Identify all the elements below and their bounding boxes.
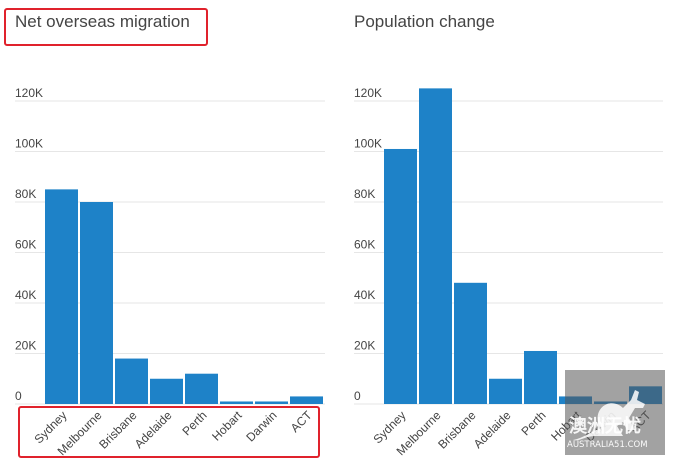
bar-adelaide: [150, 378, 183, 404]
category-label: Perth: [518, 408, 548, 438]
chart-title-right: Population change: [354, 12, 495, 31]
bar-act: [290, 396, 323, 404]
bar-brisbane: [115, 358, 148, 404]
y-tick-label: 100K: [354, 137, 382, 151]
y-tick-label: 60K: [354, 238, 375, 252]
y-tick-label: 40K: [15, 288, 36, 302]
bar-brisbane: [454, 282, 487, 404]
kangaroo-watermark-icon: [565, 370, 665, 455]
y-tick-label: 0: [15, 389, 22, 403]
bar-melbourne: [419, 88, 452, 404]
watermark-logo-text: 澳洲无忧: [569, 416, 641, 437]
bar-perth: [524, 350, 557, 404]
category-label: Adelaide: [471, 408, 514, 451]
title-highlight-box: [4, 8, 208, 46]
y-tick-label: 40K: [354, 288, 375, 302]
bar-darwin: [255, 401, 288, 404]
watermark-logo: 澳洲无忧 AUSTRALIA51.COM: [565, 370, 665, 455]
bar-hobart: [220, 401, 253, 404]
y-tick-label: 120K: [354, 86, 382, 100]
category-label: Brisbane: [435, 408, 479, 452]
y-tick-label: 60K: [15, 238, 36, 252]
y-tick-label: 0: [354, 389, 361, 403]
bar-melbourne: [80, 202, 113, 404]
y-tick-label: 80K: [354, 187, 375, 201]
category-labels-highlight-box: [18, 406, 320, 458]
y-tick-label: 80K: [15, 187, 36, 201]
y-tick-label: 20K: [354, 339, 375, 353]
y-tick-label: 120K: [15, 86, 43, 100]
bar-perth: [185, 373, 218, 404]
bar-sydney: [384, 148, 417, 404]
bar-adelaide: [489, 378, 522, 404]
chart-title-left: Net overseas migration: [15, 12, 190, 31]
bar-sydney: [45, 189, 78, 404]
watermark-site-text: AUSTRALIA51.COM: [567, 440, 648, 450]
y-tick-label: 100K: [15, 137, 43, 151]
y-tick-label: 20K: [15, 339, 36, 353]
